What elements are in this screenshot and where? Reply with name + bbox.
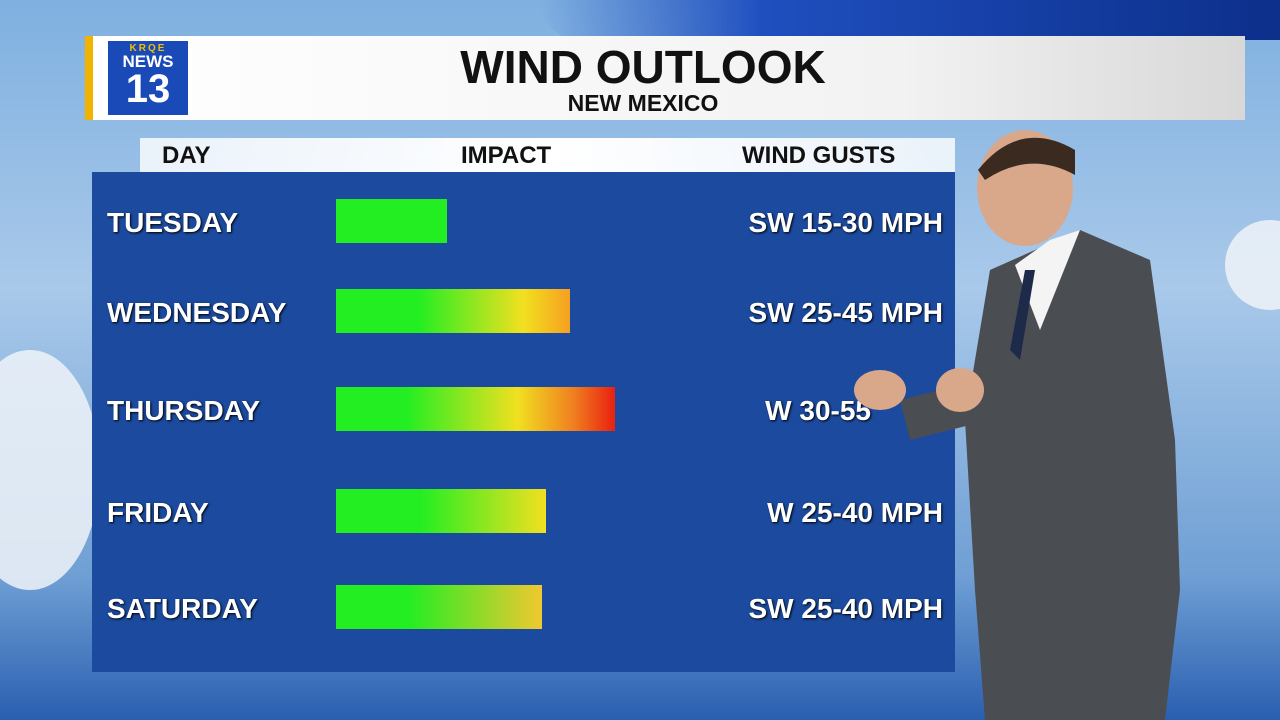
title: WIND OUTLOOK — [460, 41, 826, 93]
wind-gusts: SW 15-30 MPH — [748, 207, 944, 238]
logo: KRQE NEWS 13 — [108, 41, 188, 115]
column-header: DAY — [162, 142, 211, 169]
logo-brand: KRQE — [129, 43, 167, 54]
table-row: FRIDAY W 25-40 MPH — [92, 482, 955, 542]
wind-gusts: W 25-40 MPH — [767, 497, 943, 528]
presenter-shirt — [1015, 230, 1080, 330]
column-headers: DAY IMPACT WIND GUSTS — [140, 138, 955, 172]
presenter-suit — [965, 230, 1180, 720]
column-header: IMPACT — [461, 142, 552, 169]
presenter-tie — [1010, 270, 1035, 360]
day-label: WEDNESDAY — [107, 297, 287, 328]
day-label: THURSDAY — [107, 395, 260, 426]
impact-bar — [336, 387, 615, 431]
impact-bar — [336, 289, 570, 333]
table-row: SATURDAY SW 25-40 MPH — [92, 578, 955, 638]
presenter-hand — [936, 368, 984, 412]
table-row: TUESDAY SW 15-30 MPH — [92, 192, 955, 252]
table-row: WEDNESDAY SW 25-45 MPH — [92, 282, 955, 342]
day-label: FRIDAY — [107, 497, 209, 528]
wind-gusts: SW 25-45 MPH — [748, 297, 944, 328]
logo-number: 13 — [125, 67, 171, 111]
presenter-hair — [978, 137, 1075, 180]
logo-name: NEWS — [122, 52, 174, 71]
day-label: SATURDAY — [107, 593, 258, 624]
subtitle: NEW MEXICO — [567, 90, 719, 116]
impact-bar — [336, 585, 542, 629]
impact-bar — [336, 489, 546, 533]
impact-bar — [336, 199, 447, 243]
background-swoosh — [540, 0, 1280, 40]
wind-gusts: W 30-55 — [765, 395, 871, 426]
presenter-hand — [854, 370, 906, 410]
table-panel: TUESDAY SW 15-30 MPH WEDNESDAY SW 25-45 MPH… — [92, 172, 955, 672]
column-header: WIND GUSTS — [742, 142, 896, 169]
wind-gusts: SW 25-40 MPH — [748, 593, 944, 624]
header-bar: KRQE NEWS 13 WIND OUTLOOK NEW MEXICO — [85, 36, 1245, 120]
day-label: TUESDAY — [107, 207, 239, 238]
table-row: THURSDAY W 30-55 — [92, 380, 955, 440]
